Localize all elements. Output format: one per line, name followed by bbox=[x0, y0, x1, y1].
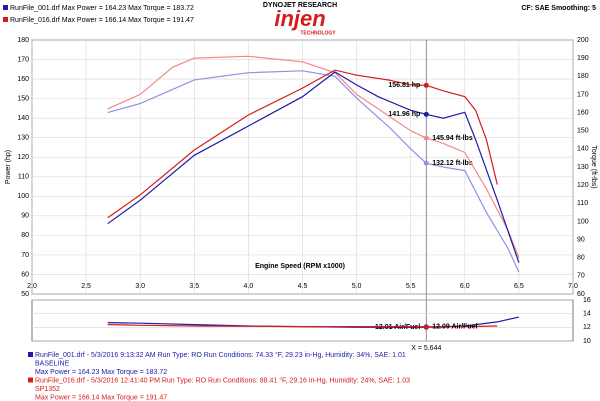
run-swatch bbox=[28, 352, 33, 357]
series-line bbox=[107, 55, 520, 258]
x-tick-label: 5.5 bbox=[406, 283, 416, 290]
x-tick-label: 6.0 bbox=[460, 283, 470, 290]
y-tick-label: 110 bbox=[18, 174, 29, 181]
run2-summary: RunFile_016.drf Max Power = 166.14 Max T… bbox=[10, 17, 194, 24]
y2-tick-label: 60 bbox=[577, 291, 585, 298]
y2-tick-label: 150 bbox=[577, 128, 589, 135]
series-line bbox=[107, 70, 520, 273]
x-tick-label: 6.5 bbox=[514, 283, 524, 290]
y-tick-label: 90 bbox=[21, 213, 29, 220]
run-info: SP1352 bbox=[35, 386, 60, 393]
run-info: Max Power = 164.23 Max Torque = 183.72 bbox=[35, 369, 167, 376]
cursor-dot bbox=[423, 160, 429, 166]
run-info: RunFile_016.drf - 5/3/2016 12:41:40 PM R… bbox=[35, 376, 410, 384]
y-tick-label: 140 bbox=[17, 115, 29, 122]
y-tick-label: 70 bbox=[21, 252, 29, 259]
y2-tick-label: 90 bbox=[577, 236, 585, 243]
run-swatch bbox=[28, 377, 33, 383]
series-line bbox=[107, 69, 498, 219]
y2-tick-label: 200 bbox=[577, 37, 589, 44]
brand: DYNOJET RESEARCH bbox=[263, 2, 337, 9]
cursor-dot bbox=[423, 135, 429, 141]
run1-swatch bbox=[3, 5, 8, 10]
cursor-readout: 12.09 Air/Fuel bbox=[432, 324, 477, 331]
run1-summary: RunFile_001.drf Max Power = 164.23 Max T… bbox=[10, 5, 194, 12]
y2-tick-label: 190 bbox=[577, 55, 589, 62]
afr-tick-label: 16 bbox=[583, 297, 591, 304]
x-tick-label: 2.5 bbox=[81, 283, 91, 290]
run-info: Max Power = 166.14 Max Torque = 191.47 bbox=[35, 394, 167, 401]
run2-swatch bbox=[3, 17, 8, 22]
y2-tick-label: 130 bbox=[577, 164, 589, 171]
cursor-readout: 132.12 ft-lbs bbox=[432, 160, 473, 167]
footer: RunFile_001.drf - 5/3/2016 9:13:32 AM Ru… bbox=[28, 351, 410, 401]
run-info: RunFile_001.drf - 5/3/2016 9:13:32 AM Ru… bbox=[35, 351, 406, 359]
x-axis-label: Engine Speed (RPM x1000) bbox=[255, 263, 345, 270]
y2-tick-label: 140 bbox=[577, 146, 589, 153]
y-tick-label: 130 bbox=[17, 135, 29, 142]
y-tick-label: 160 bbox=[17, 76, 29, 83]
y2-tick-label: 120 bbox=[577, 182, 589, 189]
afr-tick-label: 14 bbox=[583, 311, 591, 318]
settings: CF: SAE Smoothing: 5 bbox=[521, 5, 596, 12]
x-tick-label: 2.0 bbox=[27, 283, 37, 290]
y-tick-label: 150 bbox=[17, 95, 29, 102]
x-tick-label: 3.0 bbox=[135, 283, 145, 290]
y2-tick-label: 100 bbox=[577, 218, 589, 225]
cursor-dot bbox=[423, 324, 429, 330]
y2-tick-label: 110 bbox=[577, 200, 588, 207]
afr-tick-label: 12 bbox=[583, 324, 591, 331]
series-line bbox=[107, 316, 520, 328]
cursor-dot bbox=[423, 111, 429, 117]
x-tick-label: 4.5 bbox=[298, 283, 308, 290]
y-tick-label: 180 bbox=[17, 37, 29, 44]
cursor-readout: 145.94 ft-lbs bbox=[432, 135, 473, 142]
cursor-label: X = 5.644 bbox=[411, 345, 441, 352]
x-tick-label: 5.0 bbox=[352, 283, 362, 290]
cursor-readout: 156.81 hp bbox=[388, 82, 420, 89]
y2-tick-label: 180 bbox=[577, 73, 589, 80]
y-axis-label: Power (hp) bbox=[5, 150, 12, 184]
cursor-dot bbox=[423, 82, 429, 88]
y-tick-label: 80 bbox=[21, 232, 29, 239]
logo-sub: TECHNOLOGY bbox=[300, 30, 336, 36]
y-tick-label: 60 bbox=[21, 271, 29, 278]
logo: injen bbox=[274, 6, 325, 31]
y-tick-label: 170 bbox=[17, 56, 29, 63]
cursor-readout: 141.96 hp bbox=[388, 111, 420, 118]
x-tick-label: 4.0 bbox=[244, 283, 254, 290]
cursor-readout: 12.01 Air/Fuel bbox=[375, 324, 420, 331]
y-tick-label: 120 bbox=[17, 154, 29, 161]
x-tick-label: 3.5 bbox=[189, 283, 199, 290]
afr-tick-label: 10 bbox=[583, 338, 591, 345]
y2-tick-label: 160 bbox=[577, 109, 589, 116]
series-line bbox=[107, 71, 520, 263]
run-info: BASELINE bbox=[35, 360, 70, 367]
y-tick-label: 50 bbox=[21, 291, 29, 298]
y2-tick-label: 70 bbox=[577, 273, 585, 280]
y2-tick-label: 80 bbox=[577, 255, 585, 262]
y2-axis-label: Torque (ft-lbs) bbox=[590, 145, 597, 188]
y-tick-label: 100 bbox=[17, 193, 29, 200]
x-tick-label: 7.0 bbox=[568, 283, 578, 290]
y2-tick-label: 170 bbox=[577, 91, 589, 98]
series-line bbox=[107, 324, 498, 328]
